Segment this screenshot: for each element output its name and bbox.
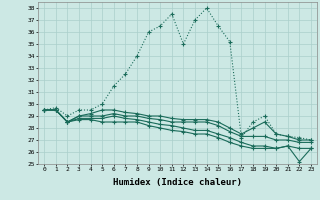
- X-axis label: Humidex (Indice chaleur): Humidex (Indice chaleur): [113, 178, 242, 187]
